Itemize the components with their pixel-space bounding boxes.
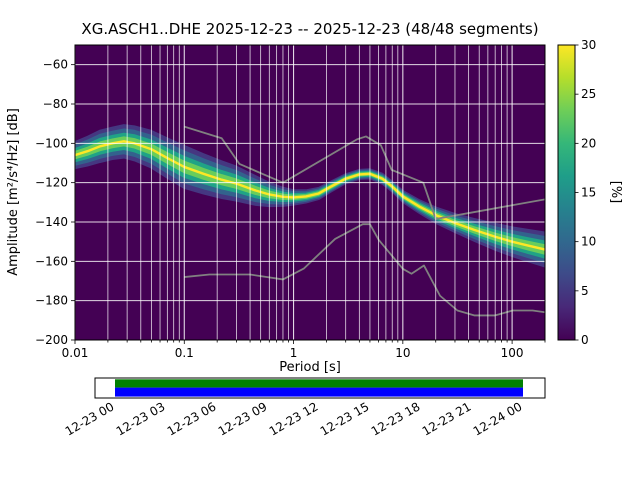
y-tick-label: −80	[43, 97, 68, 111]
y-tick-label: −140	[35, 215, 68, 229]
x-tick-label: 0.1	[175, 346, 194, 360]
timeline-tick-label: 12-23 15	[318, 399, 372, 438]
colorbar-label: [%]	[608, 181, 623, 204]
timeline-tick-label: 12-23 12	[267, 399, 321, 438]
colorbar-area: 0 5 10 15 20 25 30	[557, 38, 596, 347]
colorbar-tick-label: 15	[581, 186, 596, 200]
timeline-tick-label: 12-24 00	[471, 399, 525, 438]
colorbar-tick-label: 10	[581, 235, 596, 249]
colorbar-tick-label: 5	[581, 284, 589, 298]
timeline-processed-bar	[115, 379, 523, 388]
y-axis: −200 −180 −160 −140 −120 −100 −80 −60	[35, 58, 75, 347]
y-tick-label: −120	[35, 176, 68, 190]
colorbar-tick-label: 25	[581, 87, 596, 101]
chart-title: XG.ASCH1..DHE 2025-12-23 -- 2025-12-23 (…	[81, 20, 538, 38]
y-tick-label: −60	[43, 58, 68, 72]
y-tick-label: −200	[35, 333, 68, 347]
x-tick-label: 0.01	[62, 346, 89, 360]
colorbar-tick-label: 0	[581, 333, 589, 347]
timeline-tick-label: 12-23 18	[369, 399, 423, 438]
grid	[74, 45, 545, 340]
x-tick-label: 100	[501, 346, 524, 360]
y-tick-label: −180	[35, 294, 68, 308]
timeline-tick-label: 12-23 09	[216, 399, 270, 438]
colorbar-tick-label: 30	[581, 38, 596, 52]
psd-mode-line	[75, 140, 545, 251]
x-axis-label: Period [s]	[279, 360, 341, 375]
timeline-tick-label: 12-23 03	[114, 399, 168, 438]
timeline-tick-label: 12-23 21	[420, 399, 474, 438]
timeline-tick-label: 12-23 06	[165, 399, 219, 438]
plot-border	[74, 44, 546, 341]
timeline-tick-label: 12-23 00	[63, 399, 117, 438]
y-tick-label: −160	[35, 254, 68, 268]
timeline-data-bar	[115, 387, 523, 397]
y-axis-label: Amplitude [m²/s⁴/Hz] [dB]	[6, 108, 21, 276]
x-tick-label: 1	[290, 346, 298, 360]
y-tick-label: −100	[35, 136, 68, 150]
x-axis: 0.01 0.1 1 10 100	[62, 340, 546, 360]
colorbar-tick-label: 20	[581, 136, 596, 150]
colorbar	[557, 44, 576, 341]
x-tick-label: 10	[395, 346, 410, 360]
plot-area: 0.01 0.1 1 10 100 −200 −180 −160 −140 −120 −100 −80…	[35, 44, 546, 360]
